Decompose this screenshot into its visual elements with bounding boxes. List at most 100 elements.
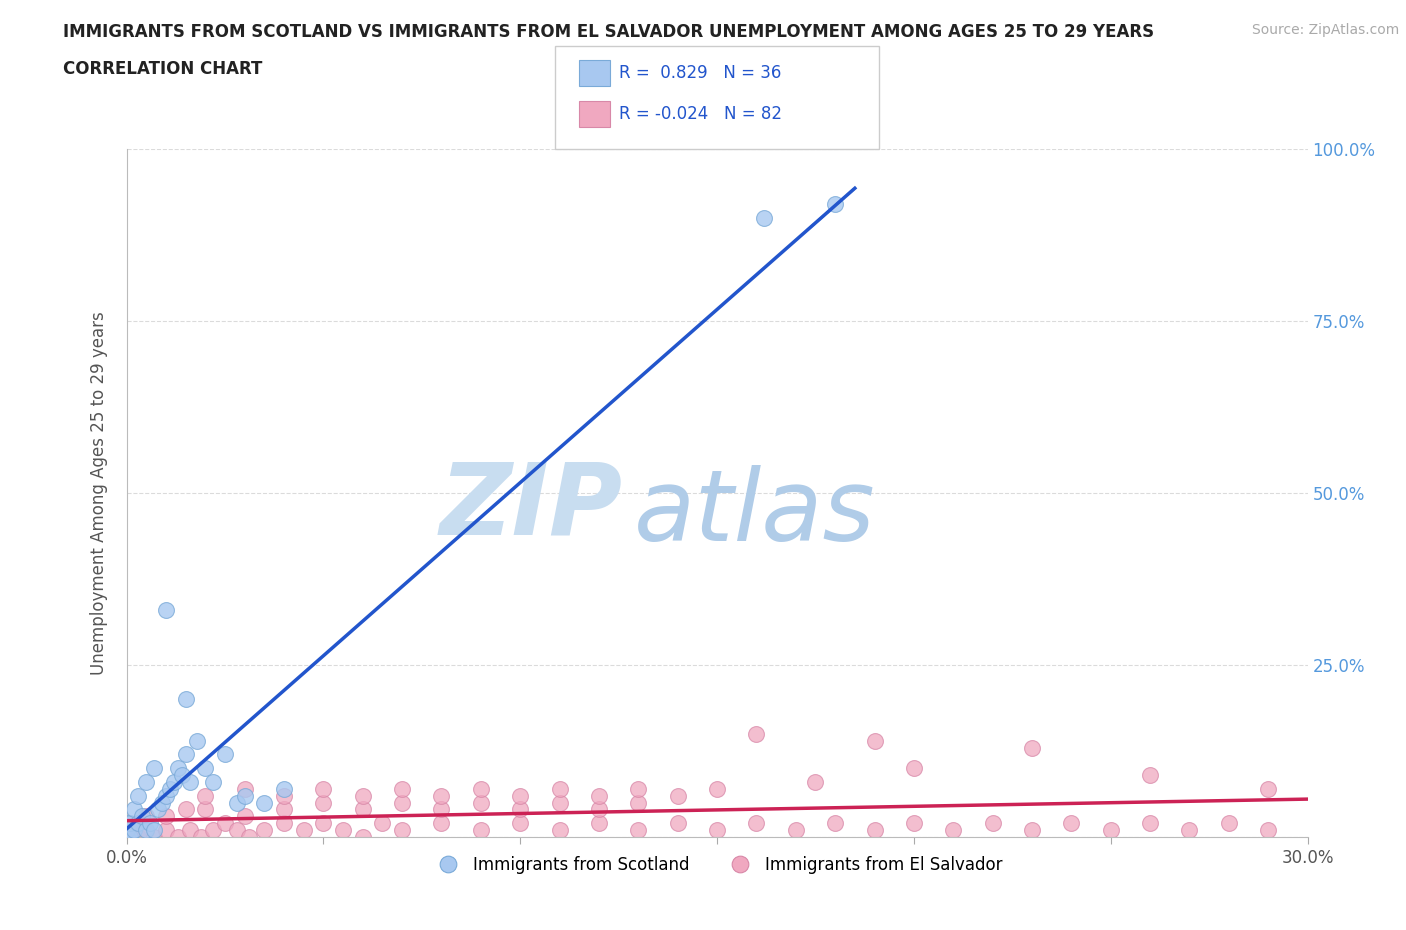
- Point: [292, 823, 315, 838]
- Point: [430, 802, 453, 817]
- Point: [202, 775, 225, 790]
- Point: [391, 795, 413, 810]
- Point: [352, 802, 374, 817]
- Point: [371, 816, 394, 830]
- Text: IMMIGRANTS FROM SCOTLAND VS IMMIGRANTS FROM EL SALVADOR UNEMPLOYMENT AMONG AGES : IMMIGRANTS FROM SCOTLAND VS IMMIGRANTS F…: [63, 23, 1154, 41]
- Point: [174, 802, 197, 817]
- Point: [824, 196, 846, 211]
- Point: [1218, 816, 1240, 830]
- Text: ZIP: ZIP: [440, 458, 623, 555]
- Point: [135, 809, 157, 824]
- Point: [253, 795, 276, 810]
- Point: [273, 802, 295, 817]
- Legend: Immigrants from Scotland, Immigrants from El Salvador: Immigrants from Scotland, Immigrants fro…: [425, 849, 1010, 881]
- Point: [1139, 767, 1161, 782]
- Point: [146, 802, 169, 817]
- Point: [127, 816, 149, 830]
- Point: [754, 210, 776, 225]
- Point: [115, 816, 138, 830]
- Point: [186, 733, 208, 748]
- Point: [233, 809, 256, 824]
- Point: [214, 747, 236, 762]
- Point: [115, 830, 138, 844]
- Text: R =  0.829   N = 36: R = 0.829 N = 36: [619, 64, 780, 83]
- Point: [233, 789, 256, 804]
- Point: [225, 795, 247, 810]
- Point: [548, 781, 571, 796]
- Point: [470, 795, 492, 810]
- Point: [588, 789, 610, 804]
- Point: [214, 816, 236, 830]
- Point: [179, 775, 201, 790]
- Point: [509, 816, 531, 830]
- Point: [332, 823, 354, 838]
- Point: [115, 823, 138, 838]
- Point: [233, 781, 256, 796]
- Point: [706, 823, 728, 838]
- Point: [745, 726, 768, 741]
- Point: [863, 823, 886, 838]
- Point: [155, 809, 177, 824]
- Point: [509, 789, 531, 804]
- Point: [824, 816, 846, 830]
- Point: [627, 823, 650, 838]
- Point: [352, 789, 374, 804]
- Point: [159, 781, 181, 796]
- Point: [124, 823, 146, 838]
- Point: [273, 816, 295, 830]
- Point: [115, 830, 138, 844]
- Point: [666, 816, 689, 830]
- Point: [135, 823, 157, 838]
- Point: [627, 781, 650, 796]
- Point: [253, 823, 276, 838]
- Point: [1139, 816, 1161, 830]
- Point: [273, 789, 295, 804]
- Point: [391, 823, 413, 838]
- Point: [120, 830, 142, 844]
- Point: [155, 823, 177, 838]
- Point: [548, 823, 571, 838]
- Text: atlas: atlas: [634, 465, 876, 562]
- Point: [166, 761, 188, 776]
- Point: [588, 816, 610, 830]
- Point: [238, 830, 260, 844]
- Point: [312, 816, 335, 830]
- Point: [1257, 781, 1279, 796]
- Point: [115, 823, 138, 838]
- Point: [155, 789, 177, 804]
- Point: [127, 830, 149, 844]
- Point: [1021, 740, 1043, 755]
- Point: [903, 816, 925, 830]
- Point: [1257, 823, 1279, 838]
- Point: [430, 789, 453, 804]
- Point: [131, 809, 153, 824]
- Point: [312, 781, 335, 796]
- Point: [174, 692, 197, 707]
- Point: [312, 795, 335, 810]
- Point: [166, 830, 188, 844]
- Point: [127, 789, 149, 804]
- Point: [470, 781, 492, 796]
- Point: [179, 823, 201, 838]
- Point: [1021, 823, 1043, 838]
- Point: [863, 733, 886, 748]
- Point: [163, 775, 186, 790]
- Point: [785, 823, 807, 838]
- Point: [143, 830, 166, 844]
- Point: [745, 816, 768, 830]
- Point: [1178, 823, 1201, 838]
- Point: [174, 747, 197, 762]
- Y-axis label: Unemployment Among Ages 25 to 29 years: Unemployment Among Ages 25 to 29 years: [90, 311, 108, 675]
- Point: [391, 781, 413, 796]
- Point: [509, 802, 531, 817]
- Point: [170, 767, 193, 782]
- Point: [588, 802, 610, 817]
- Point: [143, 761, 166, 776]
- Point: [981, 816, 1004, 830]
- Point: [143, 823, 166, 838]
- Point: [627, 795, 650, 810]
- Point: [135, 775, 157, 790]
- Point: [706, 781, 728, 796]
- Point: [470, 823, 492, 838]
- Point: [548, 795, 571, 810]
